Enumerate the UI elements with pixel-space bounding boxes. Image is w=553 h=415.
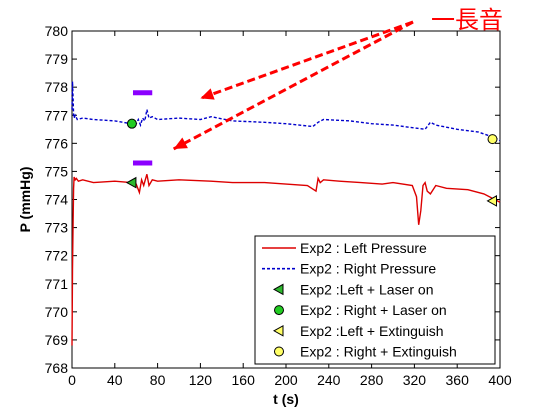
x-axis-label: t (s) (273, 391, 299, 407)
series-markers (125, 118, 498, 207)
x-tick-label: 200 (274, 372, 298, 388)
x-tick-label: 120 (189, 372, 213, 388)
annotation: 一長音 (172, 6, 503, 151)
legend-label: Exp2 : Right + Extinguish (300, 344, 457, 360)
left-pressure-line (71, 174, 501, 346)
x-tick-label: 360 (446, 372, 470, 388)
y-tick-label: 771 (45, 276, 69, 292)
circle-marker (487, 134, 498, 145)
triangle-marker (486, 195, 498, 207)
annotation-text: 一長音 (431, 6, 503, 34)
annotation-arrowhead (200, 88, 215, 100)
y-tick-label: 773 (45, 220, 69, 236)
y-tick-label: 780 (45, 23, 69, 39)
legend-label: Exp2 : Right Pressure (300, 261, 436, 277)
x-tick-label: 280 (360, 372, 384, 388)
x-tick-label: 240 (317, 372, 341, 388)
legend-box (254, 235, 496, 365)
circle-marker (126, 118, 137, 129)
series-lines (71, 81, 501, 346)
annotation-arrow (199, 20, 414, 100)
x-tick-label: 320 (403, 372, 427, 388)
y-tick-label: 770 (45, 304, 69, 320)
legend-label: Exp2 : Right + Laser on (300, 302, 447, 318)
y-tick-label: 777 (45, 107, 69, 123)
y-axis-label: P (mmHg) (17, 167, 33, 233)
annotation-arrow (172, 20, 414, 151)
legend-label: Exp2 :Left + Laser on (300, 281, 433, 297)
y-tick-label: 768 (45, 360, 69, 376)
x-tick-label: 160 (232, 372, 256, 388)
legend-label: Exp2 : Left Pressure (300, 240, 427, 256)
highlight-bars (132, 90, 153, 166)
legend-marker (274, 305, 284, 316)
y-tick-label: 776 (45, 135, 69, 151)
y-tick-label: 779 (45, 51, 69, 67)
y-tick-label: 778 (45, 79, 69, 95)
annotation-arrowhead (173, 137, 188, 149)
x-tick-label: 0 (68, 372, 76, 388)
x-tick-label: 80 (150, 372, 166, 388)
y-tick-label: 775 (45, 163, 69, 179)
x-tick-label: 40 (107, 372, 123, 388)
y-tick-label: 774 (45, 192, 69, 208)
x-tick-label: 400 (488, 372, 512, 388)
y-tick-label: 769 (45, 332, 69, 348)
legend-marker (272, 283, 284, 296)
x-axis: 0 40 80 120 160 200 240 280 320 360 400 (68, 31, 512, 388)
legend-marker (274, 346, 284, 357)
triangle-marker (125, 176, 137, 189)
y-tick-label: 772 (45, 248, 69, 264)
legend-marker (272, 324, 284, 337)
legend-label: Exp2 :Left + Extinguish (300, 323, 444, 339)
y-axis: 768 769 770 771 772 773 774 775 776 777 778 779 780 (45, 23, 500, 376)
legend: Exp2 : Left Pressure Exp2 : Right Pressur… (254, 235, 496, 365)
